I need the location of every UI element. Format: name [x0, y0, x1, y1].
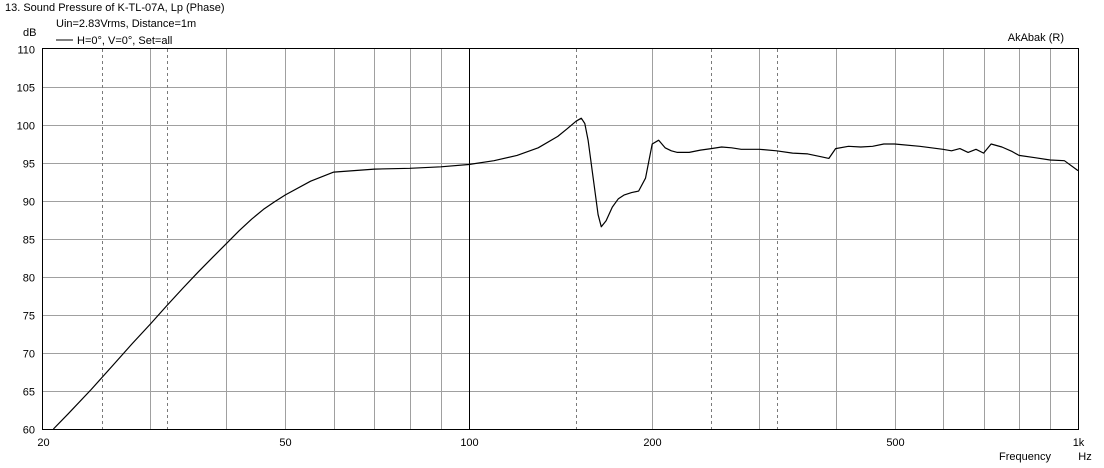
y-tick-label: 60 [23, 425, 35, 437]
legend: H=0°, V=0°, Set=all [56, 35, 172, 47]
legend-label: H=0°, V=0°, Set=all [77, 35, 172, 47]
y-tick-label: 95 [23, 159, 35, 171]
y-tick-label: 105 [17, 83, 35, 95]
y-tick-label: 110 [17, 45, 35, 57]
x-tick-label: 1k [1073, 437, 1085, 449]
series-line-spl [52, 117, 1079, 430]
x-axis-unit: Hz [1078, 451, 1091, 463]
y-tick-label: 75 [23, 311, 35, 323]
x-tick-label: 500 [886, 437, 904, 449]
y-axis-label: dB [23, 27, 36, 39]
x-tick-label: 200 [643, 437, 661, 449]
y-tick-label: 65 [23, 387, 35, 399]
x-axis-label: Frequency [999, 451, 1051, 463]
watermark-label: AkAbak (R) [1008, 32, 1064, 44]
y-tick-label: 100 [17, 121, 35, 133]
y-tick-label: 80 [23, 273, 35, 285]
x-tick-label: 100 [460, 437, 478, 449]
axis-ticks: 60 65 70 75 80 85 90 95 100 105 110 20 50 100 200 500 1k [17, 45, 1085, 450]
y-tick-label: 85 [23, 235, 35, 247]
plot-frame [42, 48, 1079, 430]
grid [43, 49, 1078, 429]
x-tick-label: 50 [279, 437, 291, 449]
y-tick-label: 90 [23, 197, 35, 209]
y-tick-label: 70 [23, 349, 35, 361]
x-tick-label: 20 [37, 437, 49, 449]
series-layer [52, 117, 1079, 430]
chart-subtitle: Uin=2.83Vrms, Distance=1m [56, 18, 196, 30]
chart-title: 13. Sound Pressure of K-TL-07A, Lp (Phas… [5, 2, 225, 14]
